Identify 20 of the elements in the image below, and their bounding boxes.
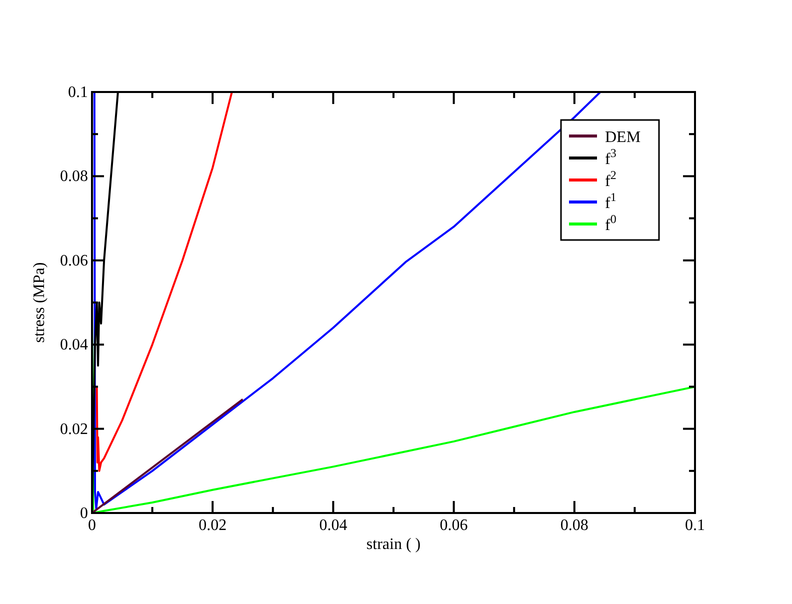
x-tick-label: 0.02 — [198, 517, 227, 534]
legend-label: f$^{3}$ — [605, 146, 616, 168]
legend-label: f$^{2}$ — [605, 168, 616, 190]
y-tick-label: 0.06 — [60, 252, 88, 270]
y-tick-label: 0.02 — [60, 420, 88, 438]
x-tick-label: 0.04 — [319, 517, 348, 534]
y-tick-label: 0.04 — [60, 336, 88, 354]
legend-label: f$^{0}$ — [605, 212, 616, 234]
x-tick-label: 0.08 — [560, 517, 588, 534]
x-tick-label: 0.1 — [685, 517, 705, 534]
x-axis-title: strain ( ) — [366, 536, 421, 553]
y-tick-label: 0.08 — [60, 168, 88, 186]
x-tick-label: 0.06 — [440, 517, 468, 534]
y-tick-label: 0.1 — [68, 84, 88, 101]
y-axis-title: stress (MPa) — [31, 262, 48, 343]
line-series — [96, 92, 233, 472]
legend-label: f$^{1}$ — [605, 190, 616, 212]
y-tick-label: 0 — [80, 505, 88, 522]
line-series — [93, 92, 602, 510]
legend-label: DEM — [605, 129, 641, 146]
